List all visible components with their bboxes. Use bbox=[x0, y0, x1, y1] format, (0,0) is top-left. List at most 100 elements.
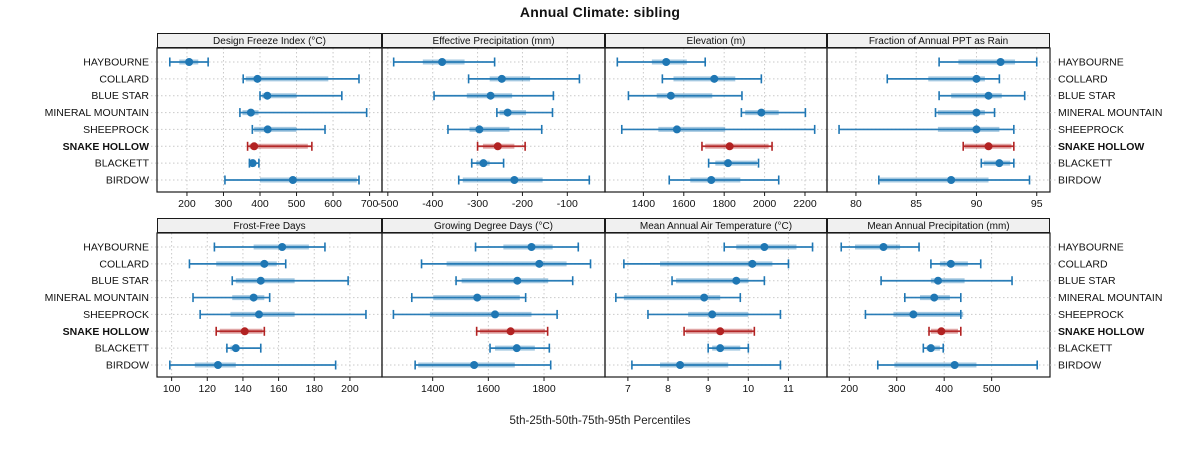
axis-tick-label: 1400 bbox=[421, 383, 445, 395]
median-dot bbox=[972, 125, 981, 134]
median-dot bbox=[724, 159, 733, 168]
panel-border bbox=[156, 47, 383, 193]
row-label-left-birdow: BIRDOW bbox=[106, 174, 149, 186]
percentile-bar-mineral-mountain bbox=[904, 293, 962, 303]
percentile-bar-sheeprock bbox=[864, 309, 964, 319]
axis-tick-label: -300 bbox=[467, 198, 488, 210]
percentile-bar-sheeprock bbox=[251, 124, 326, 134]
percentile-bar-collard bbox=[420, 259, 592, 269]
median-dot bbox=[984, 142, 993, 151]
axis-tick-label: 180 bbox=[305, 383, 323, 395]
axis-tick-label: -200 bbox=[512, 198, 533, 210]
median-dot bbox=[256, 276, 265, 285]
percentile-bar-collard bbox=[930, 259, 982, 269]
median-dot bbox=[725, 142, 734, 151]
percentile-bar-blackett bbox=[707, 158, 760, 168]
percentile-bar-blackett bbox=[980, 158, 1015, 168]
percentile-bar-sheeprock bbox=[447, 124, 543, 134]
axis-tick-label: 300 bbox=[215, 198, 233, 210]
percentile-bar-sheeprock bbox=[647, 309, 782, 319]
row-label-right-blackett: BLACKETT bbox=[1058, 158, 1113, 170]
percentile-bar-blackett bbox=[226, 343, 262, 353]
median-dot bbox=[510, 175, 519, 184]
axis-tick-label: 2200 bbox=[793, 198, 817, 210]
panel-design-freeze-index-c: Design Freeze Index (°C) 200 300 400 500 600 7… bbox=[156, 33, 383, 210]
median-dot bbox=[995, 159, 1004, 168]
axis-tick-label: 500 bbox=[288, 198, 306, 210]
percentile-bar-collard bbox=[467, 74, 581, 84]
median-dot bbox=[438, 58, 447, 66]
median-dot bbox=[708, 310, 717, 319]
percentile-bar-birdow bbox=[668, 175, 780, 185]
median-dot bbox=[707, 175, 716, 184]
panel-border bbox=[381, 47, 606, 193]
row-label-right-birdow: BIRDOW bbox=[1058, 174, 1101, 186]
percentile-bar-collard bbox=[661, 74, 763, 84]
row-label-right-collard: COLLARD bbox=[1058, 258, 1108, 270]
median-dot bbox=[470, 360, 479, 369]
percentile-bar-blue-star bbox=[433, 91, 555, 101]
median-dot bbox=[249, 293, 258, 302]
percentile-bar-haybourne bbox=[840, 242, 920, 252]
axis-tick-label: 1800 bbox=[532, 383, 556, 395]
percentile-bar-birdow bbox=[631, 360, 782, 370]
page-title: Annual Climate: sibling bbox=[519, 4, 681, 20]
percentile-bar-collard bbox=[623, 259, 790, 269]
median-dot bbox=[278, 243, 287, 251]
axis-tick-label: 1600 bbox=[672, 198, 696, 210]
median-dot bbox=[700, 293, 709, 302]
axis-tick-label: 90 bbox=[971, 198, 983, 210]
percentile-bar-birdow bbox=[457, 175, 591, 185]
row-label-left-blackett: BLACKETT bbox=[95, 343, 150, 355]
median-dot bbox=[250, 142, 259, 151]
row-label-left-mineral-mountain: MINERAL MOUNTAIN bbox=[45, 107, 149, 119]
row-label-right-haybourne: HAYBOURNE bbox=[1058, 57, 1124, 69]
row-label-left-haybourne: HAYBOURNE bbox=[83, 242, 149, 254]
percentile-bar-collard bbox=[188, 259, 287, 269]
median-dot bbox=[930, 293, 939, 302]
percentile-bar-blue-star bbox=[938, 91, 1026, 101]
median-dot bbox=[491, 310, 500, 319]
median-dot bbox=[248, 159, 257, 168]
percentile-bar-birdow bbox=[876, 360, 1038, 370]
row-label-right-haybourne: HAYBOURNE bbox=[1058, 242, 1124, 254]
median-dot bbox=[246, 108, 255, 117]
median-dot bbox=[475, 125, 484, 134]
row-label-right-blue-star: BLUE STAR bbox=[1058, 275, 1116, 287]
median-dot bbox=[996, 58, 1005, 66]
axis-tick-label: 400 bbox=[251, 198, 269, 210]
axis-tick-label: 9 bbox=[705, 383, 711, 395]
axis-tick-label: 11 bbox=[783, 383, 794, 395]
row-label-left-blackett: BLACKETT bbox=[95, 158, 150, 170]
panel-border bbox=[826, 47, 1051, 193]
row-label-left-mineral-mountain: MINERAL MOUNTAIN bbox=[45, 292, 149, 304]
panel-strip-title: Effective Precipitation (mm) bbox=[432, 36, 554, 47]
row-label-left-collard: COLLARD bbox=[99, 73, 149, 85]
percentile-bar-snake-hollow bbox=[246, 141, 313, 151]
axis-tick-label: 700 bbox=[361, 198, 379, 210]
median-dot bbox=[503, 108, 512, 117]
row-label-right-snake-hollow: SNAKE HOLLOW bbox=[1058, 326, 1144, 338]
median-dot bbox=[254, 310, 263, 319]
percentile-bar-birdow bbox=[414, 360, 552, 370]
median-dot bbox=[757, 108, 766, 117]
median-dot bbox=[947, 175, 956, 184]
percentile-bar-collard bbox=[242, 74, 360, 84]
panel-border bbox=[604, 47, 828, 193]
percentile-bar-sheeprock bbox=[392, 309, 558, 319]
median-dot bbox=[710, 74, 719, 83]
axis-tick-label: 100 bbox=[163, 383, 181, 395]
axis-tick-label: 1400 bbox=[632, 198, 656, 210]
percentile-bar-mineral-mountain bbox=[740, 108, 807, 118]
axis-tick-label: 85 bbox=[910, 198, 922, 210]
row-label-right-collard: COLLARD bbox=[1058, 73, 1108, 85]
median-dot bbox=[263, 125, 272, 134]
panel-border bbox=[381, 232, 606, 378]
percentile-bar-birdow bbox=[169, 360, 337, 370]
percentile-bar-sheeprock bbox=[199, 309, 367, 319]
median-dot bbox=[748, 259, 757, 268]
median-dot bbox=[950, 360, 959, 369]
percentile-bar-haybourne bbox=[616, 57, 706, 67]
